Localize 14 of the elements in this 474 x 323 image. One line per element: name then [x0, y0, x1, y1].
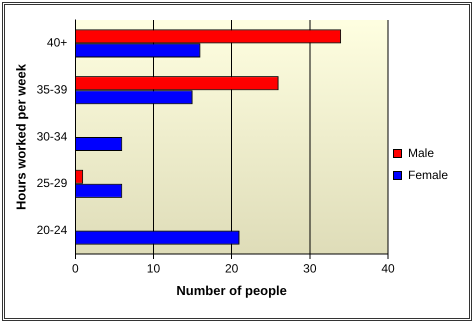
text: Female [408, 168, 448, 182]
x-tick-label: 20 [224, 262, 239, 276]
legend-label: Male [408, 146, 434, 160]
x-tick-label: 10 [146, 262, 160, 276]
x-tick-label: 40 [381, 262, 395, 276]
y-tick-label: 30-34 [36, 129, 68, 144]
y-tick-label: 35-39 [36, 82, 68, 97]
x-axis-title: Number of people [176, 282, 287, 298]
x-tick-label: 0 [72, 262, 79, 276]
y-tick-label: 40+ [46, 36, 68, 50]
y-tick-label: 20-24 [36, 222, 68, 237]
y-axis-title: Hours worked per week [13, 63, 28, 210]
x-tick-label: 30 [303, 262, 317, 276]
y-tick-label: 25-29 [36, 176, 68, 190]
